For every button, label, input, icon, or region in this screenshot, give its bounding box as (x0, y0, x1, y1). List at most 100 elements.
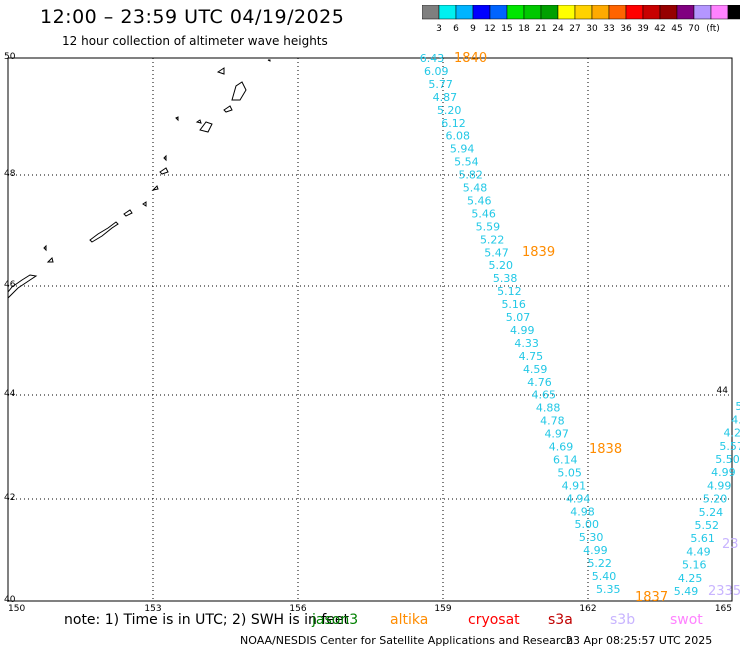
longitude-tick-label: 159 (434, 604, 451, 614)
latitude-tick-label: 42 (4, 493, 15, 503)
wave-height-value: 5.52 (695, 519, 720, 532)
colorbar-tick-label: 36 (620, 24, 632, 34)
wave-height-value: 5.22 (587, 557, 612, 570)
colorbar-tick-label: 27 (569, 24, 580, 34)
pass-time-label: 2335 (708, 584, 740, 599)
wave-height-value: 6.12 (441, 117, 466, 130)
wave-height-value: 4.91 (562, 479, 587, 492)
wave-height-value: 4.99 (583, 544, 608, 557)
wave-height-value: 5.20 (489, 259, 514, 272)
coastline (195, 119, 202, 124)
coastline (223, 105, 233, 113)
colorbar-tick-label: 12 (484, 24, 495, 34)
wave-height-value: 4.20 (724, 427, 740, 440)
wave-height-value: 5.59 (476, 220, 501, 233)
wave-height-value: 4.75 (519, 350, 544, 363)
wave-height-value: 6.09 (424, 65, 449, 78)
wave-height-value: 6.43 (420, 52, 445, 65)
wave-height-value: 4.33 (514, 337, 539, 350)
latitude-tick-label: 46 (4, 280, 16, 290)
coastline (175, 116, 179, 122)
footer-credit: NOAA/NESDIS Center for Satellite Applica… (240, 634, 574, 647)
wave-height-value: 5.07 (506, 311, 531, 324)
chart-title: 12:00 – 23:59 UTC 04/19/2025 (40, 6, 345, 28)
wave-height-value: 4.9 (731, 413, 740, 426)
coastline (199, 121, 213, 133)
wave-height-value: 4.78 (540, 415, 565, 428)
color-scale-legend: 3 6 9 12 15 18 21 24 27 30 33 36 39 42 45 70 (ft) (422, 5, 740, 34)
pass-time-label: 1840 (454, 51, 487, 66)
latitude-tick-label: 44 (4, 389, 16, 399)
wave-height-value: 5.46 (467, 194, 492, 207)
wave-height-value: 4.25 (678, 572, 703, 585)
longitude-tick-label: 165 (715, 604, 732, 614)
wave-height-value: 5.20 (437, 104, 462, 117)
coastline (89, 221, 119, 243)
coastline (216, 67, 225, 75)
wave-height-value: 5.00 (575, 518, 600, 531)
wave-height-value: 5.46 (471, 207, 496, 220)
wave-height-value: 4.99 (510, 324, 535, 337)
pass-time-label: 1838 (589, 442, 622, 457)
wave-height-value: 4.88 (536, 402, 561, 415)
colorbar-tick-label: (ft) (706, 24, 720, 34)
wave-height-value: 5.40 (592, 570, 617, 583)
colorbar-tick-label: 15 (501, 24, 512, 34)
legend-cryosat: cryosat (468, 612, 520, 628)
wave-height-value: 5.16 (501, 298, 526, 311)
longitude-tick-label: 156 (289, 604, 306, 614)
wave-height-value: 5.16 (682, 559, 707, 572)
wave-height-value: 5.38 (493, 272, 518, 285)
colorbar-tick-label: 30 (586, 24, 598, 34)
legend-altika: altika (390, 612, 429, 628)
colorbar-tick-label: 9 (470, 24, 476, 34)
wave-height-value: 5.82 (458, 169, 483, 182)
wave-height-value: 5.35 (596, 583, 621, 596)
wave-height-value: 5.54 (454, 156, 479, 169)
wave-height-value: 5.94 (450, 143, 475, 156)
colorbar-tick-label: 6 (453, 24, 459, 34)
wave-height-value: 5.48 (463, 182, 488, 195)
wave-height-value: 4.59 (523, 363, 548, 376)
wave-height-value: 5.22 (480, 233, 505, 246)
wave-height-value: 5.57 (719, 440, 740, 453)
latitude-tick-label: 40 (4, 595, 16, 605)
colorbar-tick-label: 18 (518, 24, 530, 34)
wave-height-value: 6.14 (553, 453, 578, 466)
wave-height-value: 4.99 (707, 479, 732, 492)
colorbar-tick-label: 42 (654, 24, 665, 34)
legend-s3b: s3b (610, 612, 636, 628)
wave-height-value: 5.47 (484, 246, 509, 259)
wave-height-value: 5.30 (579, 531, 604, 544)
colorbar-tick-label: 70 (688, 24, 700, 34)
latitude-tick-label: 44 (717, 386, 729, 396)
latitude-tick-label: 48 (4, 169, 16, 179)
footnote: note: 1) Time is in UTC; 2) SWH is in fe… (64, 612, 350, 628)
wave-height-value: 5.49 (674, 585, 699, 598)
wave-height-value: 6.08 (446, 130, 471, 143)
pass-time-label: 1839 (522, 245, 555, 260)
wave-height-value: 5.24 (699, 506, 724, 519)
wave-height-value: 5.0 (735, 400, 740, 413)
longitude-tick-label: 153 (144, 604, 161, 614)
wave-height-value: 4.65 (532, 389, 557, 402)
wave-height-value: 4.99 (711, 466, 736, 479)
chart-subtitle: 12 hour collection of altimeter wave hei… (62, 34, 328, 48)
coastline (163, 154, 167, 162)
coastline (7, 274, 38, 300)
wave-height-value: 5.61 (690, 532, 715, 545)
coastline (151, 185, 159, 191)
colorbar-tick-label: 45 (671, 24, 682, 34)
colorbar-tick-label: 21 (535, 24, 546, 34)
colorbar-tick-label: 33 (603, 24, 614, 34)
wave-height-value: 4.94 (566, 492, 591, 505)
coastline (142, 201, 147, 207)
longitude-tick-label: 162 (579, 604, 596, 614)
colorbar-tick-label: 24 (552, 24, 564, 34)
wave-height-value: 5.05 (557, 466, 582, 479)
colorbar-swatch (727, 5, 740, 20)
wave-height-value: 4.49 (686, 545, 711, 558)
wave-height-value: 4.97 (544, 428, 569, 441)
wave-height-value: 5.50 (715, 453, 740, 466)
